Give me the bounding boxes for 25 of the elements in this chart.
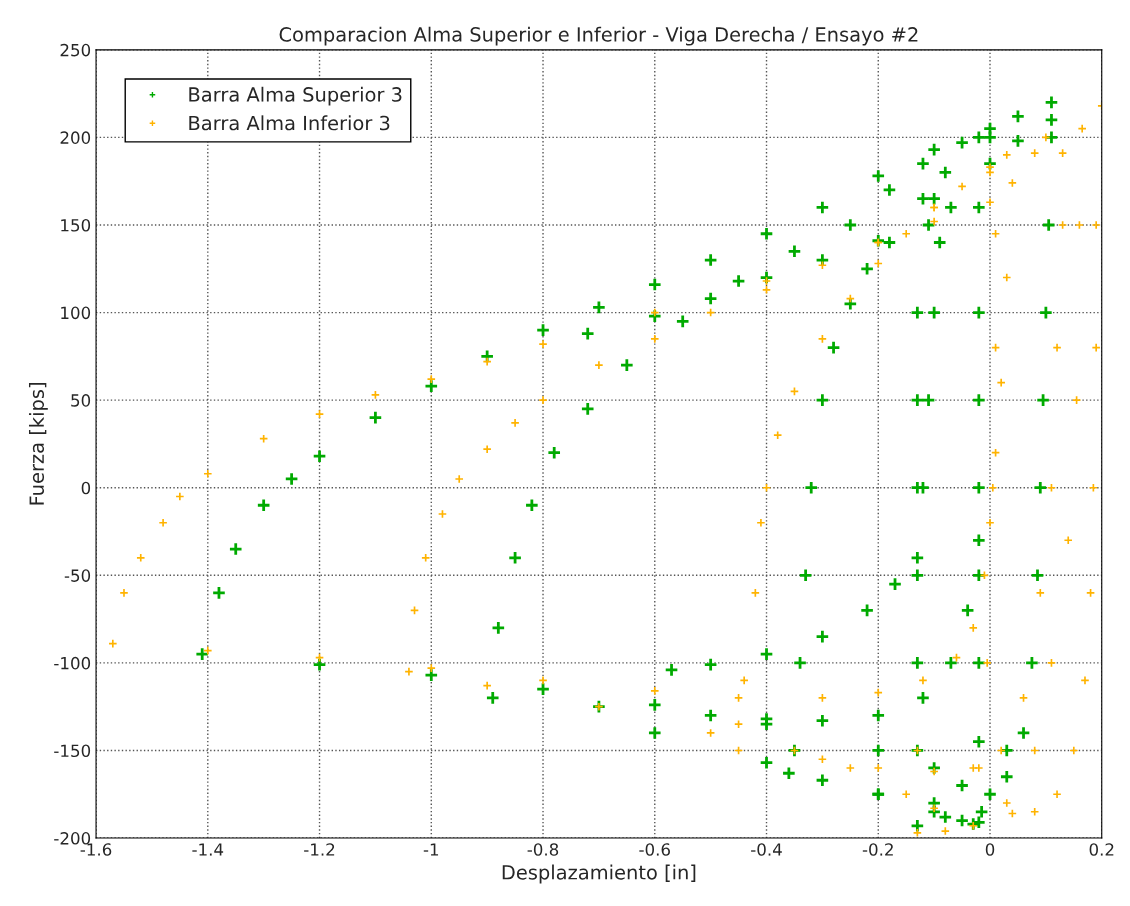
x-tick-label: 0: [985, 843, 995, 856]
y-tick-label: -200: [54, 832, 91, 845]
chart-title: Comparacion Alma Superior e Inferior - Viga Derecha / Ensayo #2: [279, 26, 918, 46]
y-axis-title: Fuerza [kips]: [28, 383, 48, 505]
x-tick-label: 0.2: [1089, 843, 1114, 856]
x-tick-label: -0.2: [862, 843, 893, 856]
x-tick-label: -0.4: [751, 843, 782, 856]
x-tick-label: -0.8: [527, 843, 559, 856]
y-tick-label: 100: [61, 306, 91, 320]
x-tick-label: -1: [423, 843, 439, 856]
x-tick-label: -0.6: [639, 843, 670, 856]
y-tick-label: 200: [60, 131, 91, 144]
y-tick-label: -150: [54, 744, 91, 758]
y-tick-label: 0: [81, 481, 91, 495]
x-tick-label: -1.2: [304, 843, 335, 856]
y-tick-label: 150: [61, 218, 91, 232]
x-tick-label: -1.4: [192, 843, 224, 856]
x-tick-label: -1.6: [80, 843, 112, 856]
x-axis-title: Desplazamiento [in]: [502, 864, 696, 884]
legend-label: Barra Alma Inferior 3: [189, 115, 390, 131]
y-tick-label: 250: [60, 43, 91, 57]
legend-label: Barra Alma Superior 3: [189, 86, 402, 106]
y-tick-label: -50: [64, 569, 91, 582]
y-tick-label: -100: [54, 656, 91, 670]
y-tick-label: 50: [71, 394, 91, 407]
